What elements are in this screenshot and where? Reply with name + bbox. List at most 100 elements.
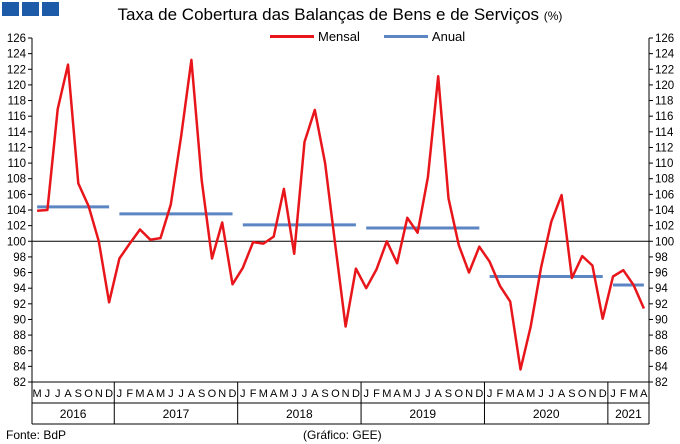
y-tick-label-right: 104 — [655, 205, 675, 217]
y-tick-label-right: 118 — [655, 96, 673, 108]
y-tick-label-left: 90 — [13, 314, 26, 326]
x-year-label: 2020 — [533, 407, 560, 421]
x-month-label: N — [218, 388, 226, 400]
y-tick-label-right: 84 — [655, 361, 668, 373]
x-month-label: A — [147, 388, 155, 400]
x-month-label: J — [425, 388, 431, 400]
y-tick-label-left: 104 — [7, 205, 27, 217]
y-tick-label-left: 106 — [7, 189, 26, 201]
x-month-label: F — [126, 388, 133, 400]
y-tick-label-right: 108 — [655, 174, 674, 186]
y-tick-label-left: 82 — [13, 377, 26, 389]
y-tick-label-right: 124 — [655, 49, 675, 61]
x-month-label: A — [188, 388, 196, 400]
x-month-label: D — [229, 388, 237, 400]
y-tick-label-right: 126 — [655, 33, 674, 45]
legend-label-anual: Anual — [431, 29, 466, 44]
x-month-label: D — [599, 388, 607, 400]
y-tick-label-right: 122 — [655, 64, 674, 76]
x-month-label: S — [75, 388, 82, 400]
logo-block — [2, 2, 19, 16]
x-year-label: 2018 — [286, 407, 313, 421]
y-tick-label-left: 114 — [8, 127, 27, 139]
y-tick-label-left: 124 — [7, 49, 27, 61]
bdp-logo — [2, 2, 59, 16]
x-month-label: M — [259, 388, 268, 400]
x-month-label: O — [578, 388, 587, 400]
x-year-label: 2019 — [409, 407, 436, 421]
x-month-label: A — [558, 388, 566, 400]
x-month-label: J — [610, 388, 616, 400]
x-month-label: M — [382, 388, 391, 400]
y-tick-label-right: 90 — [655, 314, 668, 326]
y-tick-label-left: 108 — [7, 174, 26, 186]
y-tick-label-right: 116 — [655, 111, 673, 123]
x-year-label: 2021 — [615, 407, 642, 421]
y-tick-label-left: 100 — [7, 236, 26, 248]
y-tick-label-right: 96 — [655, 268, 668, 280]
mensal-line — [37, 58, 646, 371]
x-month-label: O — [331, 388, 340, 400]
x-month-label: M — [403, 388, 412, 400]
legend-label-mensal: Mensal — [318, 29, 360, 44]
y-tick-label-right: 100 — [655, 236, 674, 248]
y-tick-label-right: 82 — [655, 377, 668, 389]
x-month-label: A — [640, 388, 648, 400]
y-tick-label-right: 120 — [655, 80, 674, 92]
y-tick-label-left: 126 — [7, 33, 26, 45]
logo-block — [42, 2, 59, 16]
x-month-label: M — [629, 388, 638, 400]
x-month-label: J — [45, 388, 51, 400]
x-month-label: N — [465, 388, 473, 400]
x-month-label: D — [352, 388, 360, 400]
y-tick-label-right: 94 — [655, 283, 668, 295]
x-month-label: D — [475, 388, 483, 400]
x-month-label: N — [588, 388, 596, 400]
y-tick-label-left: 98 — [13, 252, 26, 264]
x-month-label: O — [454, 388, 463, 400]
y-tick-label-right: 110 — [655, 158, 673, 170]
x-month-label: J — [549, 388, 555, 400]
source-note: Fonte: BdP — [6, 428, 67, 442]
y-tick-label-left: 122 — [7, 64, 26, 76]
legend-item-mensal: Mensal — [270, 29, 360, 44]
x-year-label: 2017 — [163, 407, 190, 421]
x-month-label: J — [168, 388, 174, 400]
x-month-label: F — [620, 388, 627, 400]
y-tick-label-left: 96 — [13, 268, 26, 280]
x-month-label: J — [363, 388, 369, 400]
y-tick-label-left: 110 — [8, 158, 26, 170]
x-month-label: A — [393, 388, 401, 400]
chart-title: Taxa de Cobertura das Balanças de Bens e… — [0, 4, 680, 27]
y-tick-label-left: 112 — [8, 142, 26, 154]
x-month-label: F — [373, 388, 380, 400]
x-month-label: J — [291, 388, 297, 400]
x-month-label: A — [311, 388, 319, 400]
chart-title-unit: (%) — [543, 9, 563, 23]
x-month-label: J — [415, 388, 421, 400]
chart-title-text: Taxa de Cobertura das Balanças de Bens e… — [117, 5, 540, 24]
x-month-label: A — [435, 388, 443, 400]
legend-swatch-mensal — [270, 35, 314, 38]
x-month-label: F — [250, 388, 257, 400]
x-month-label: J — [538, 388, 544, 400]
x-month-label: F — [497, 388, 504, 400]
x-month-label: S — [198, 388, 205, 400]
y-tick-label-right: 112 — [655, 142, 673, 154]
x-month-label: J — [117, 388, 123, 400]
y-tick-label-left: 92 — [13, 299, 26, 311]
chart-credit: (Gráfico: GEE) — [303, 428, 382, 442]
y-tick-label-left: 88 — [13, 330, 26, 342]
y-tick-label-right: 98 — [655, 252, 668, 264]
x-month-label: J — [55, 388, 61, 400]
x-month-label: O — [84, 388, 93, 400]
x-month-label: M — [33, 388, 42, 400]
x-month-label: D — [105, 388, 113, 400]
x-month-label: J — [240, 388, 246, 400]
y-tick-label-left: 116 — [8, 111, 26, 123]
x-month-label: J — [302, 388, 308, 400]
y-tick-label-right: 92 — [655, 299, 668, 311]
y-tick-label-right: 106 — [655, 189, 674, 201]
x-month-label: O — [208, 388, 217, 400]
x-month-label: J — [487, 388, 493, 400]
